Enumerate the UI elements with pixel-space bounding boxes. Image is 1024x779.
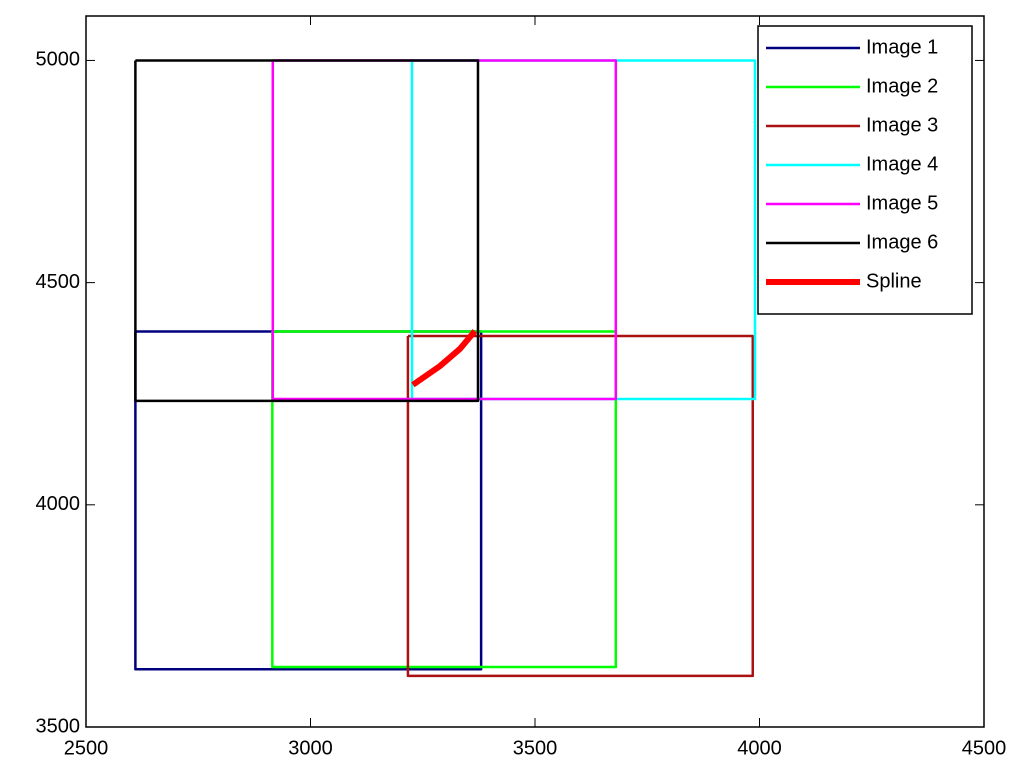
y-tick-label: 4000	[36, 493, 81, 515]
legend-label: Spline	[866, 270, 922, 292]
x-tick-label: 3000	[288, 737, 333, 759]
legend-label: Image 2	[866, 75, 938, 97]
x-tick-label: 4000	[737, 737, 782, 759]
y-tick-label: 5000	[36, 49, 81, 71]
x-tick-label: 2500	[64, 737, 109, 759]
x-tick-label: 3500	[513, 737, 558, 759]
series-line	[406, 334, 755, 678]
series-line	[411, 329, 478, 388]
series-line	[410, 59, 757, 401]
y-tick-label: 4500	[36, 271, 81, 293]
series-line	[271, 330, 618, 669]
legend-label: Image 6	[866, 231, 938, 253]
legend-label: Image 4	[866, 153, 938, 175]
legend-label: Image 5	[866, 192, 938, 214]
legend-label: Image 1	[866, 36, 938, 58]
series-line	[134, 59, 480, 403]
series-line	[271, 59, 618, 401]
legend-label: Image 3	[866, 114, 938, 136]
legend	[757, 25, 973, 315]
x-tick-label: 4500	[962, 737, 1007, 759]
y-tick-label: 3500	[36, 715, 81, 737]
